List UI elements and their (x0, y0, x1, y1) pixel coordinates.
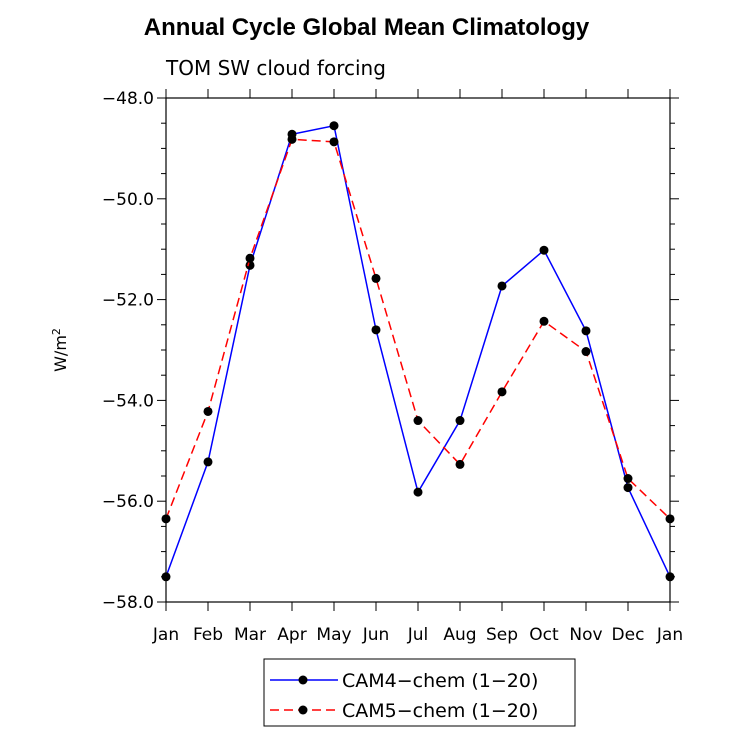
y-tick-label: −56.0 (102, 492, 154, 512)
data-point (413, 487, 423, 497)
x-tick-label: Oct (529, 625, 559, 645)
y-tick-label: −54.0 (102, 391, 154, 411)
data-point (245, 253, 255, 263)
x-tick-label: May (316, 625, 351, 645)
data-point (287, 134, 297, 144)
data-point (539, 245, 549, 255)
data-point (329, 137, 339, 147)
x-tick-label: Feb (193, 625, 223, 645)
x-tick-label: Aug (443, 625, 476, 645)
x-tick-label: Dec (612, 625, 645, 645)
x-tick-label: Jan (656, 625, 683, 645)
x-tick-label: Sep (486, 625, 518, 645)
series-1 (161, 121, 675, 582)
data-point (665, 572, 675, 582)
x-tick-label: Jun (362, 625, 390, 645)
x-tick-label: Jan (152, 625, 179, 645)
data-point (497, 281, 507, 291)
data-point (329, 121, 339, 131)
data-point (371, 273, 381, 283)
series-layer (161, 121, 675, 582)
x-tick-label: Jul (407, 625, 429, 645)
data-point (455, 416, 465, 426)
chart-subtitle: TOM SW cloud forcing (166, 56, 386, 80)
data-point (455, 459, 465, 469)
data-point (623, 483, 633, 493)
legend-label: CAM4−chem (1−20) (342, 670, 538, 692)
y-tick-label: −50.0 (102, 190, 154, 210)
data-point (623, 474, 633, 484)
legend-marker (298, 705, 308, 715)
legend-marker (298, 675, 308, 685)
series-line (165, 138, 671, 520)
x-tick-label: Mar (234, 625, 266, 645)
data-point (497, 387, 507, 397)
data-point (539, 316, 549, 326)
data-point (581, 347, 591, 357)
series-2 (161, 134, 675, 524)
y-tick-label: −58.0 (102, 593, 154, 613)
y-tick-label: −48.0 (102, 89, 154, 109)
data-point (161, 514, 171, 524)
legend-label: CAM5−chem (1−20) (342, 700, 538, 722)
data-point (245, 260, 255, 270)
legend: CAM4−chem (1−20) CAM5−chem (1−20) (263, 658, 576, 727)
data-point (203, 406, 213, 416)
series-line (165, 124, 671, 578)
y-tick-label: −52.0 (102, 291, 154, 311)
legend-box (263, 658, 576, 727)
x-tick-label: Nov (569, 625, 602, 645)
y-axis-label: W/m2 (50, 328, 71, 372)
plot-axes: −58.0 −56.0 −54.0 −52.0 −50.0 −48.0 Jan Feb Mar A… (102, 89, 683, 645)
data-point (665, 514, 675, 524)
data-point (161, 572, 171, 582)
plot-frame (165, 97, 671, 603)
data-point (581, 326, 591, 336)
data-point (203, 457, 213, 467)
x-tick-label: Apr (277, 625, 306, 645)
data-point (413, 416, 423, 426)
data-point (371, 325, 381, 335)
chart-title: Annual Cycle Global Mean Climatology (143, 14, 590, 41)
